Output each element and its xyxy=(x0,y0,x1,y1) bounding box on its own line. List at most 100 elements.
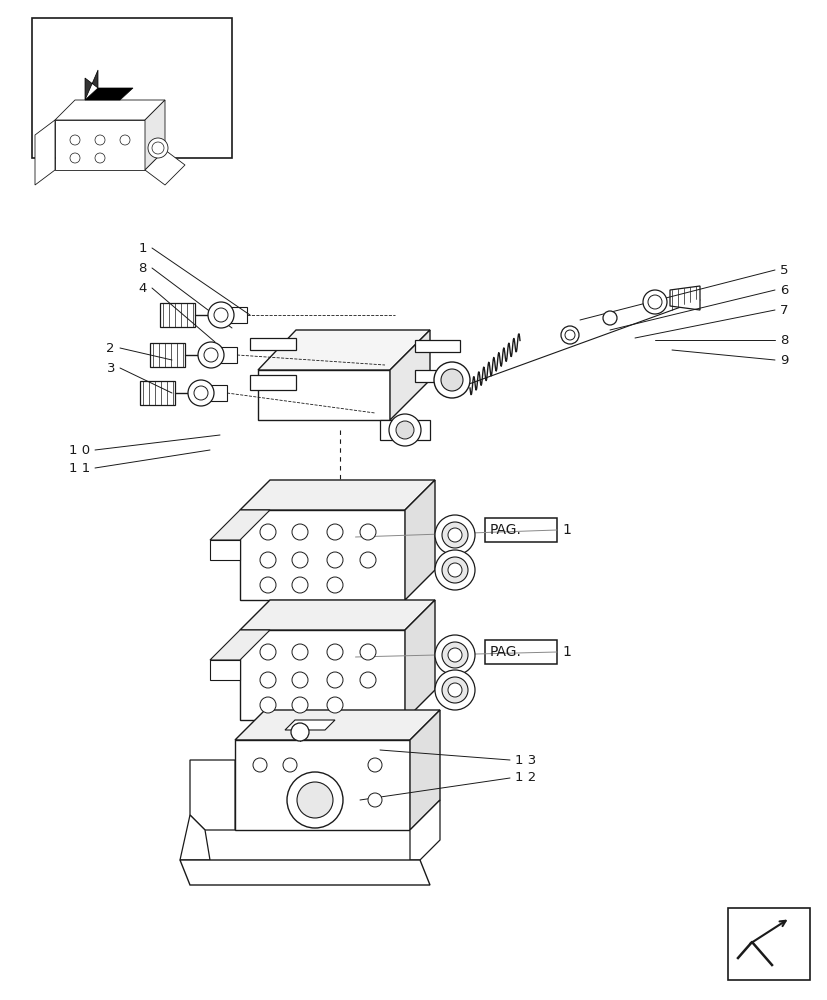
Circle shape xyxy=(389,414,420,446)
Circle shape xyxy=(447,683,461,697)
Circle shape xyxy=(447,563,461,577)
Polygon shape xyxy=(85,88,133,100)
Text: PAG.: PAG. xyxy=(490,645,521,659)
Circle shape xyxy=(292,644,308,660)
Text: 6: 6 xyxy=(779,284,787,296)
Polygon shape xyxy=(220,347,237,363)
Bar xyxy=(32,18,232,158)
Circle shape xyxy=(360,644,375,660)
Circle shape xyxy=(327,552,342,568)
Circle shape xyxy=(152,142,164,154)
Circle shape xyxy=(292,672,308,688)
Circle shape xyxy=(260,524,275,540)
Text: 3: 3 xyxy=(107,361,115,374)
Polygon shape xyxy=(145,150,184,185)
Polygon shape xyxy=(390,330,429,420)
Circle shape xyxy=(70,153,80,163)
Circle shape xyxy=(360,552,375,568)
Circle shape xyxy=(292,697,308,713)
Polygon shape xyxy=(210,510,270,540)
Polygon shape xyxy=(258,330,429,370)
Polygon shape xyxy=(150,343,184,367)
Circle shape xyxy=(367,793,381,807)
Circle shape xyxy=(360,524,375,540)
Circle shape xyxy=(194,386,208,400)
Circle shape xyxy=(260,672,275,688)
Text: 1: 1 xyxy=(562,523,570,537)
Circle shape xyxy=(260,644,275,660)
Text: 8: 8 xyxy=(779,334,787,347)
Circle shape xyxy=(297,782,332,818)
Bar xyxy=(485,640,557,664)
Circle shape xyxy=(447,648,461,662)
Circle shape xyxy=(208,302,234,328)
Circle shape xyxy=(260,552,275,568)
Text: 2: 2 xyxy=(107,342,115,355)
Circle shape xyxy=(292,552,308,568)
Circle shape xyxy=(327,524,342,540)
Circle shape xyxy=(434,635,475,675)
Polygon shape xyxy=(669,286,699,310)
Text: PAG.: PAG. xyxy=(490,523,521,537)
Polygon shape xyxy=(409,710,439,830)
Polygon shape xyxy=(284,720,335,730)
Circle shape xyxy=(287,772,342,828)
Polygon shape xyxy=(404,480,434,600)
Text: 8: 8 xyxy=(138,261,147,274)
Polygon shape xyxy=(210,630,270,660)
Polygon shape xyxy=(160,303,195,327)
Polygon shape xyxy=(140,381,174,405)
Circle shape xyxy=(327,577,342,593)
Polygon shape xyxy=(380,420,429,440)
Polygon shape xyxy=(409,800,439,860)
Polygon shape xyxy=(235,740,409,830)
Polygon shape xyxy=(414,340,460,352)
Circle shape xyxy=(203,348,218,362)
Polygon shape xyxy=(35,120,55,185)
Polygon shape xyxy=(240,480,434,510)
Circle shape xyxy=(648,295,662,309)
Circle shape xyxy=(213,308,227,322)
Circle shape xyxy=(120,135,130,145)
Circle shape xyxy=(395,421,414,439)
Polygon shape xyxy=(179,860,429,885)
Circle shape xyxy=(327,644,342,660)
Polygon shape xyxy=(250,375,295,390)
Circle shape xyxy=(434,515,475,555)
Text: 5: 5 xyxy=(779,263,787,276)
Polygon shape xyxy=(230,307,246,323)
Circle shape xyxy=(602,311,616,325)
Circle shape xyxy=(442,557,467,583)
Polygon shape xyxy=(145,100,165,170)
Circle shape xyxy=(148,138,168,158)
Circle shape xyxy=(327,697,342,713)
Polygon shape xyxy=(240,510,404,600)
Circle shape xyxy=(434,550,475,590)
Circle shape xyxy=(188,380,213,406)
Circle shape xyxy=(441,369,462,391)
Polygon shape xyxy=(210,540,240,560)
Circle shape xyxy=(433,362,470,398)
Polygon shape xyxy=(210,660,240,680)
Circle shape xyxy=(260,697,275,713)
Polygon shape xyxy=(250,338,295,350)
Text: 1: 1 xyxy=(138,241,147,254)
Circle shape xyxy=(95,153,105,163)
Circle shape xyxy=(292,524,308,540)
Circle shape xyxy=(290,723,308,741)
Circle shape xyxy=(360,672,375,688)
Circle shape xyxy=(260,577,275,593)
Circle shape xyxy=(198,342,224,368)
Text: 1 0: 1 0 xyxy=(69,444,90,456)
Bar xyxy=(485,518,557,542)
Polygon shape xyxy=(414,370,460,382)
Circle shape xyxy=(442,677,467,703)
Polygon shape xyxy=(258,370,390,420)
Polygon shape xyxy=(179,815,210,860)
Polygon shape xyxy=(85,70,98,100)
Circle shape xyxy=(283,758,297,772)
Polygon shape xyxy=(210,385,227,401)
Circle shape xyxy=(447,528,461,542)
Circle shape xyxy=(434,670,475,710)
Circle shape xyxy=(292,577,308,593)
